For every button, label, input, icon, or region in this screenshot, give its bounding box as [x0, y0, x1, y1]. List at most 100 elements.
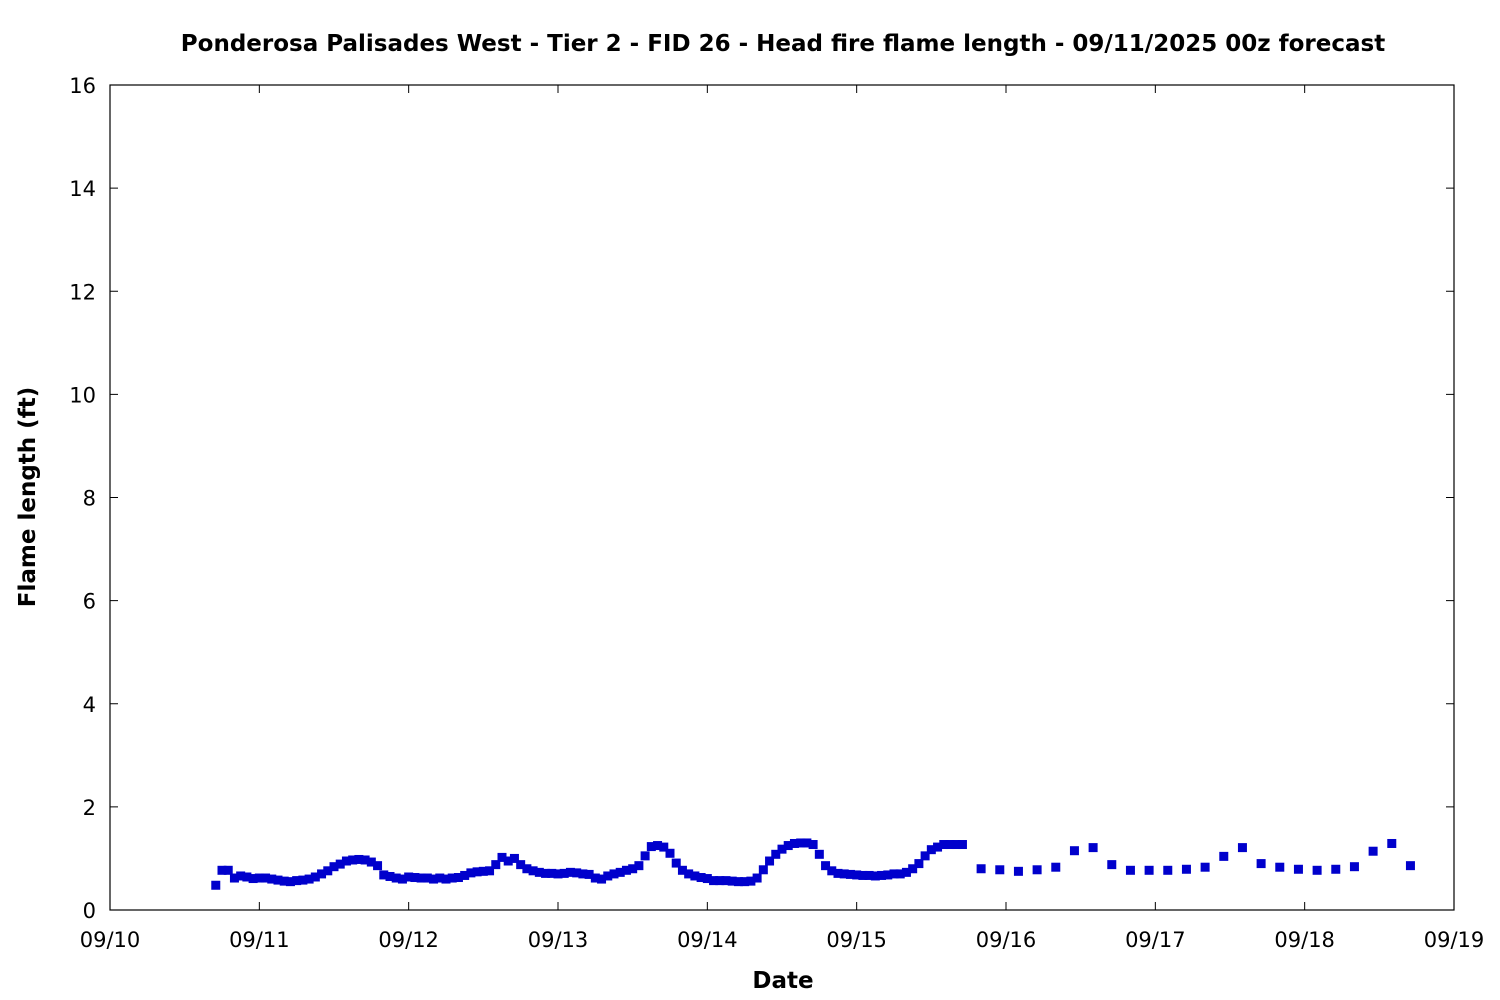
data-point [1125, 865, 1135, 875]
data-point [335, 859, 345, 869]
data-point [453, 873, 463, 883]
data-point [976, 864, 986, 874]
data-point [696, 873, 706, 883]
data-point [590, 873, 600, 883]
data-point [814, 849, 824, 859]
data-point [1032, 865, 1042, 875]
data-point [839, 869, 849, 879]
data-point [908, 864, 918, 874]
data-point [385, 871, 395, 881]
data-point [870, 871, 880, 881]
data-point [447, 873, 457, 883]
data-point [441, 874, 451, 884]
data-point [1088, 843, 1098, 853]
data-point [659, 842, 669, 852]
data-point [640, 851, 650, 861]
data-point [435, 873, 445, 883]
x-tick-label: 09/16 [976, 928, 1037, 952]
data-point [578, 869, 588, 879]
data-point [721, 876, 731, 886]
data-point [310, 872, 320, 882]
data-point [833, 868, 843, 878]
data-point [242, 872, 252, 882]
data-point [366, 857, 376, 867]
data-point [261, 873, 271, 883]
data-point [752, 873, 762, 883]
data-point [933, 842, 943, 852]
data-point [472, 867, 482, 877]
data-point [877, 870, 887, 880]
data-point [373, 861, 383, 871]
data-point [248, 874, 258, 884]
data-point [690, 871, 700, 881]
data-point [920, 851, 930, 861]
data-point [429, 874, 439, 884]
data-point [217, 865, 227, 875]
data-point [485, 866, 495, 876]
data-point [285, 877, 295, 887]
data-point [404, 872, 414, 882]
data-point [478, 866, 488, 876]
y-tick-label: 6 [83, 590, 96, 614]
y-tick-label: 4 [83, 693, 96, 717]
data-point [223, 865, 233, 875]
data-point [1200, 862, 1210, 872]
chart-title: Ponderosa Palisades West - Tier 2 - FID … [181, 31, 1385, 57]
data-point [541, 868, 551, 878]
data-point [646, 842, 656, 852]
data-point [740, 877, 750, 887]
data-point [653, 841, 663, 851]
data-point [298, 875, 308, 885]
data-point [597, 874, 607, 884]
data-point [329, 862, 339, 872]
data-point [1368, 846, 1378, 856]
data-point [317, 869, 327, 879]
data-point [254, 873, 264, 883]
data-point [553, 869, 563, 879]
data-point [709, 876, 719, 886]
x-tick-label: 09/17 [1125, 928, 1186, 952]
x-tick-label: 09/11 [229, 928, 290, 952]
data-point [684, 869, 694, 879]
x-tick-label: 09/13 [528, 928, 589, 952]
data-point [603, 871, 613, 881]
data-point [1219, 851, 1229, 861]
data-point [783, 841, 793, 851]
x-tick-label: 09/18 [1274, 928, 1335, 952]
data-point [1293, 864, 1303, 874]
data-point [422, 873, 432, 883]
y-tick-label: 0 [83, 899, 96, 923]
data-point [901, 867, 911, 877]
data-point [292, 876, 302, 886]
data-point [796, 838, 806, 848]
data-point [702, 874, 712, 884]
data-point [1051, 862, 1061, 872]
data-point [864, 870, 874, 880]
data-point [1181, 864, 1191, 874]
y-tick-label: 14 [69, 177, 96, 201]
data-point [1237, 843, 1247, 853]
data-point [379, 870, 389, 880]
data-point [279, 876, 289, 886]
data-point [559, 868, 569, 878]
data-point [771, 849, 781, 859]
data-point [733, 877, 743, 887]
data-point [609, 869, 619, 879]
data-point [926, 845, 936, 855]
data-point [883, 870, 893, 880]
data-point [236, 871, 246, 881]
data-point [547, 868, 557, 878]
data-point [497, 852, 507, 862]
data-point [845, 869, 855, 879]
data-point [951, 840, 961, 850]
data-point [765, 856, 775, 866]
x-tick-label: 09/19 [1424, 928, 1485, 952]
data-point [628, 864, 638, 874]
data-point [522, 864, 532, 874]
plot-area-border [109, 84, 1455, 911]
data-point [565, 867, 575, 877]
data-point [572, 868, 582, 878]
data-point [852, 870, 862, 880]
data-point [273, 875, 283, 885]
